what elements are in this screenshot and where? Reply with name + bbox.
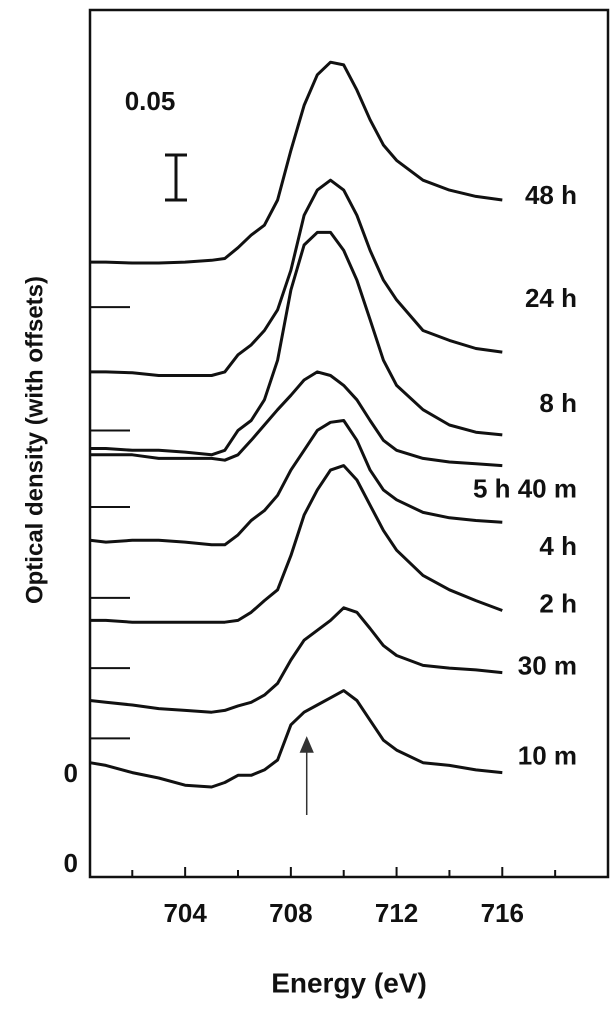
series-label: 2 h <box>539 588 577 618</box>
x-axis-label: Energy (eV) <box>271 967 427 998</box>
series-label: 48 h <box>525 180 577 210</box>
x-tick-label: 708 <box>269 898 312 928</box>
spectrum-line <box>89 606 503 714</box>
spectrum-line <box>90 464 503 624</box>
spectrum-line <box>90 178 503 377</box>
spectrum-line <box>90 370 503 468</box>
scale-bar <box>165 153 187 202</box>
scale-bar-label: 0.05 <box>125 86 176 116</box>
x-tick-label: 716 <box>481 898 524 928</box>
plot-frame <box>88 8 610 879</box>
series-label: 30 m <box>518 651 577 681</box>
x-tick-label: 704 <box>163 898 207 928</box>
series-label: 4 h <box>539 531 577 561</box>
spectrum-line <box>90 230 503 457</box>
y-tick-label: 0 <box>64 848 78 878</box>
series-label: 5 h 40 m <box>473 473 577 503</box>
y-axis-label: Optical density (with offsets) <box>21 276 48 604</box>
y-tick-label: 0 <box>64 758 78 788</box>
series-label: 24 h <box>525 283 577 313</box>
spectrum-line <box>89 689 503 789</box>
arrow <box>299 736 314 815</box>
spectrum-line <box>89 419 503 547</box>
series-label: 10 m <box>518 740 577 770</box>
series-label: 8 h <box>539 388 577 418</box>
x-tick-label: 712 <box>375 898 418 928</box>
spectrum-line <box>90 60 503 265</box>
